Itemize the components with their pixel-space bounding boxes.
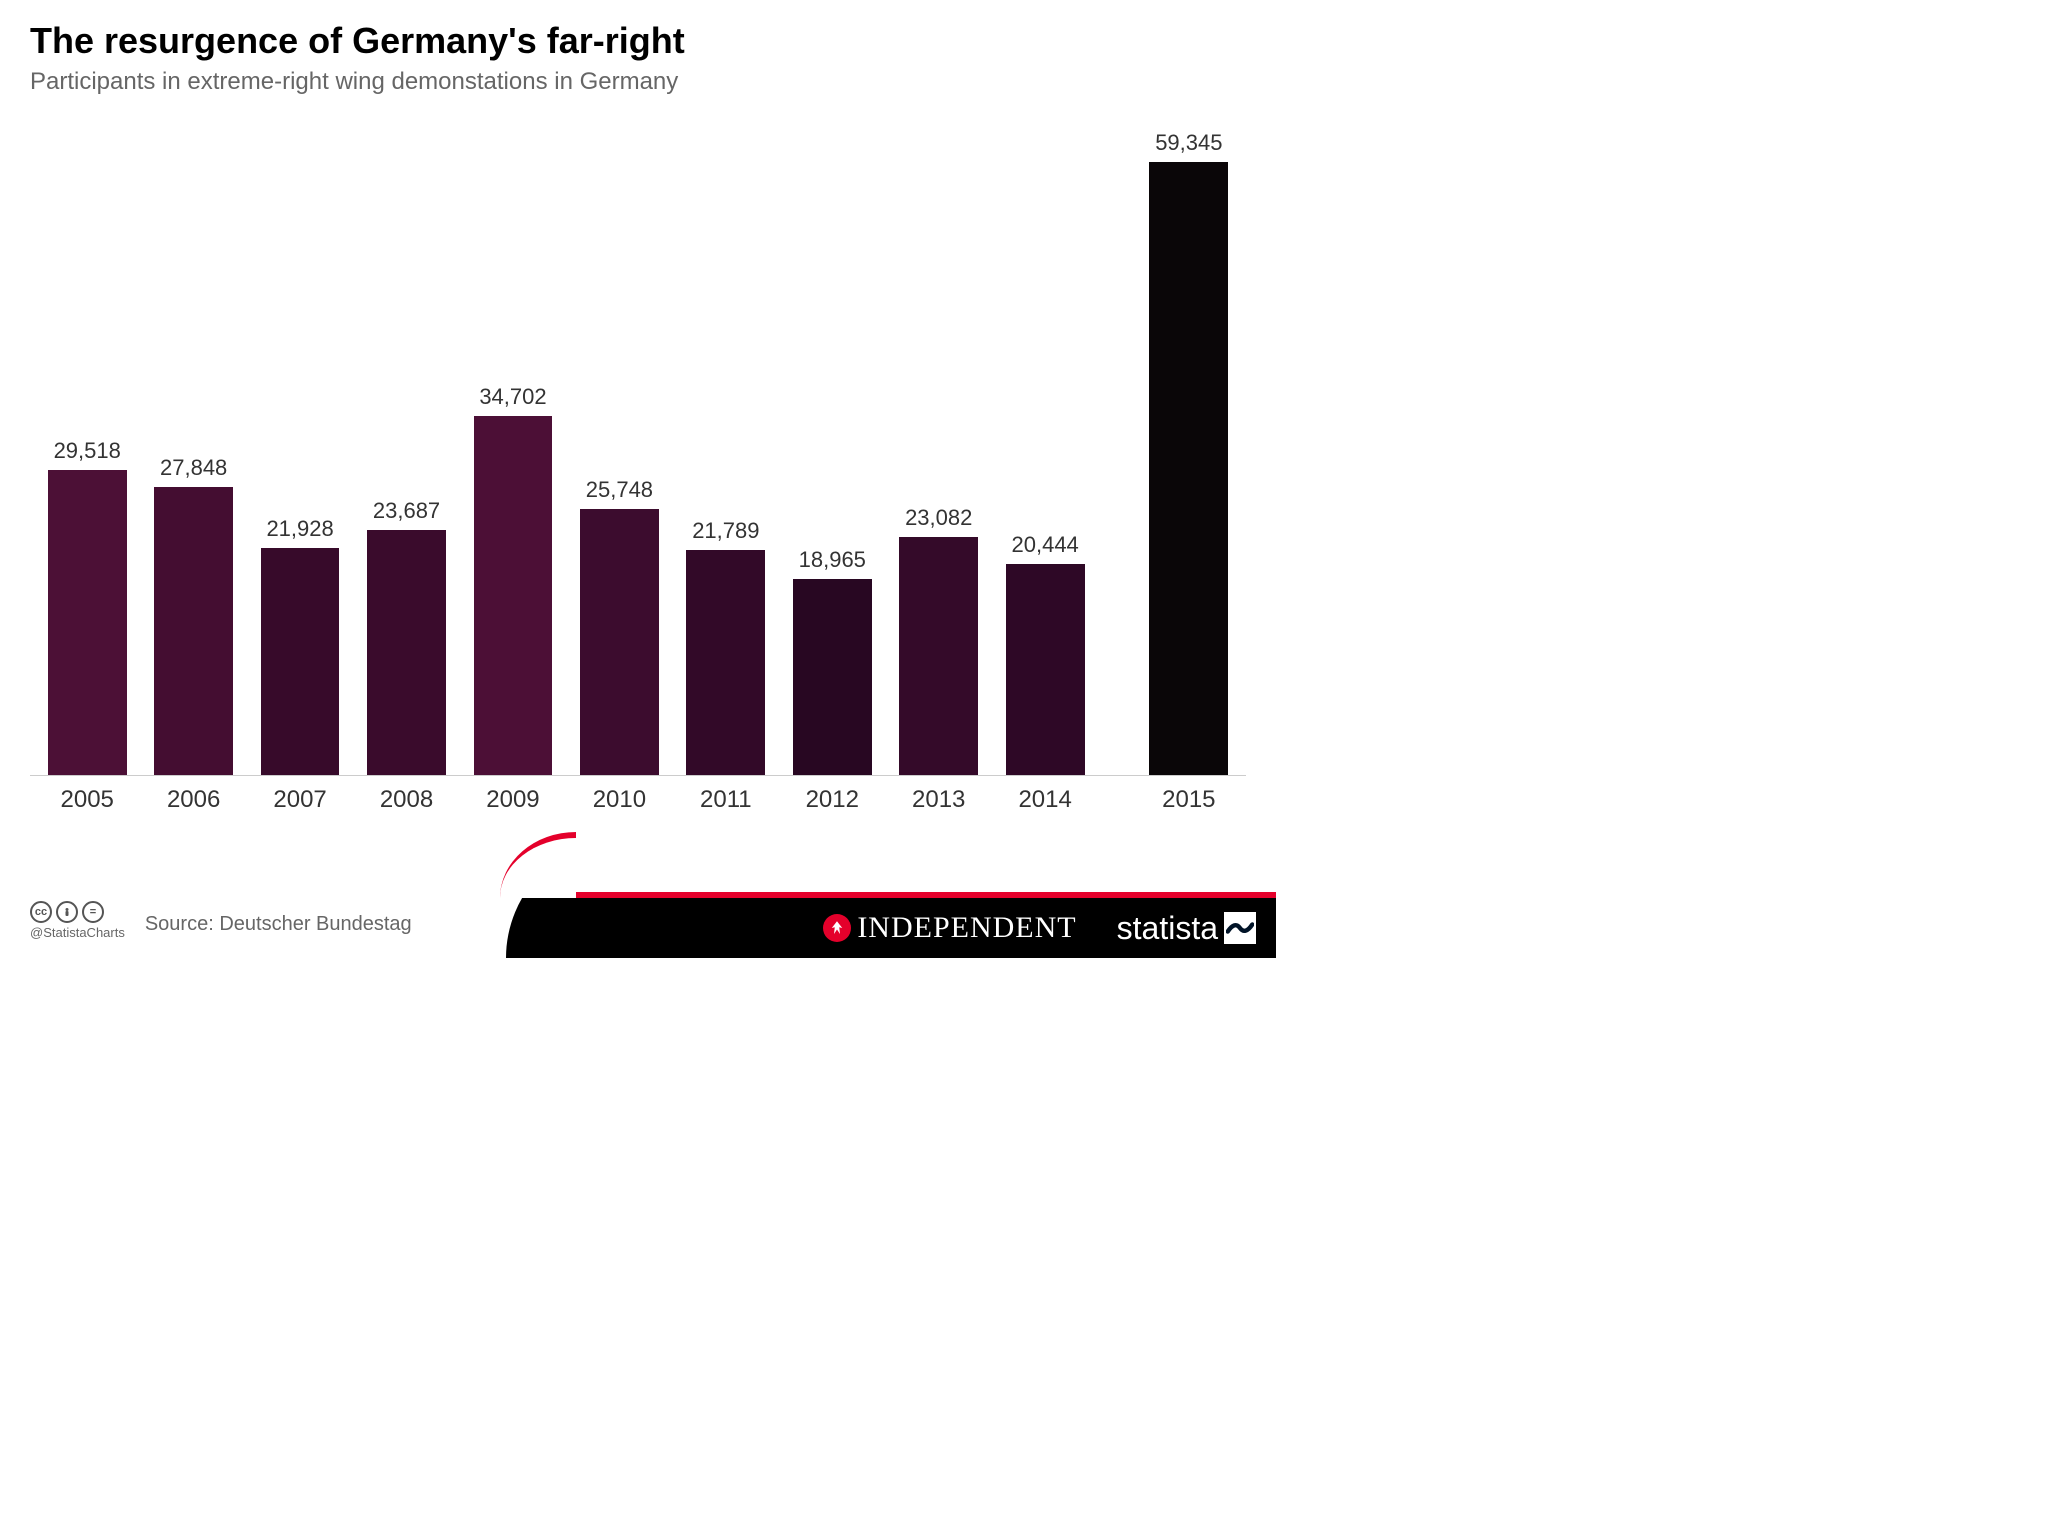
cc-icon: cc xyxy=(30,901,52,923)
x-axis-label: 2007 xyxy=(247,776,353,826)
bar xyxy=(261,548,340,775)
bar xyxy=(48,470,127,775)
source-label: Source: Deutscher Bundestag xyxy=(145,913,412,940)
footer-left: cc = @StatistaCharts Source: Deutscher B… xyxy=(30,901,412,940)
chart-area: 29,518 27,848 21,928 23,687 34,702 25,748 21,7… xyxy=(30,106,1246,826)
bar-slot: 23,687 xyxy=(353,106,459,775)
bar xyxy=(793,579,872,775)
x-axis-gap xyxy=(1098,776,1135,826)
bar-slot: 21,928 xyxy=(247,106,353,775)
bar-value-label: 29,518 xyxy=(54,438,121,464)
bar-slot: 27,848 xyxy=(140,106,246,775)
bar-value-label: 23,082 xyxy=(905,505,972,531)
bar xyxy=(1006,564,1085,775)
statista-wave-icon xyxy=(1224,912,1256,944)
x-axis-label: 2011 xyxy=(673,776,779,826)
x-axis-label: 2006 xyxy=(140,776,246,826)
footer: cc = @StatistaCharts Source: Deutscher B… xyxy=(0,878,1276,958)
bar-slot: 18,965 xyxy=(779,106,885,775)
cc-nd-icon: = xyxy=(82,901,104,923)
bar-value-label: 59,345 xyxy=(1155,130,1222,156)
bar xyxy=(367,530,446,775)
x-axis-label: 2005 xyxy=(34,776,140,826)
footer-right: INDEPENDENT statista xyxy=(576,898,1276,958)
x-axis-label: 2015 xyxy=(1136,776,1242,826)
bar-value-label: 25,748 xyxy=(586,477,653,503)
independent-eagle-icon xyxy=(823,914,851,942)
independent-wordmark: INDEPENDENT xyxy=(857,911,1076,945)
statista-logo: statista xyxy=(1117,910,1256,947)
bar xyxy=(474,416,553,775)
x-axis-label: 2010 xyxy=(566,776,672,826)
bar-value-label: 23,687 xyxy=(373,498,440,524)
bar-value-label: 18,965 xyxy=(799,547,866,573)
x-axis-label: 2009 xyxy=(460,776,566,826)
bar-slot: 20,444 xyxy=(992,106,1098,775)
bar-slot: 25,748 xyxy=(566,106,672,775)
bars-container: 29,518 27,848 21,928 23,687 34,702 25,748 21,7… xyxy=(30,106,1246,776)
bar-value-label: 21,928 xyxy=(266,516,333,542)
cc-license-block: cc = @StatistaCharts xyxy=(30,901,125,940)
bar-value-label: 21,789 xyxy=(692,518,759,544)
cc-by-icon xyxy=(56,901,78,923)
bar-slot: 59,345 xyxy=(1136,106,1242,775)
bar-value-label: 34,702 xyxy=(479,384,546,410)
x-axis-labels: 2005200620072008200920102011201220132014… xyxy=(30,776,1246,826)
bar-slot: 21,789 xyxy=(673,106,779,775)
bar xyxy=(686,550,765,775)
statista-wordmark: statista xyxy=(1117,910,1218,947)
bar xyxy=(1149,162,1228,775)
footer-curve xyxy=(506,898,576,958)
bar xyxy=(899,537,978,776)
bar-value-label: 27,848 xyxy=(160,455,227,481)
chart-subtitle: Participants in extreme-right wing demon… xyxy=(30,68,1246,96)
independent-logo: INDEPENDENT xyxy=(823,911,1076,945)
x-axis-label: 2013 xyxy=(886,776,992,826)
bar-slot: 29,518 xyxy=(34,106,140,775)
x-axis-label: 2008 xyxy=(353,776,459,826)
bar xyxy=(154,487,233,775)
bar-slot: 34,702 xyxy=(460,106,566,775)
x-axis-label: 2014 xyxy=(992,776,1098,826)
x-axis-label: 2012 xyxy=(779,776,885,826)
bar xyxy=(580,509,659,775)
bar-slot: 23,082 xyxy=(886,106,992,775)
bar-value-label: 20,444 xyxy=(1012,532,1079,558)
statista-handle: @StatistaCharts xyxy=(30,925,125,940)
cc-icons: cc = xyxy=(30,901,104,923)
chart-title: The resurgence of Germany's far-right xyxy=(30,20,1246,62)
